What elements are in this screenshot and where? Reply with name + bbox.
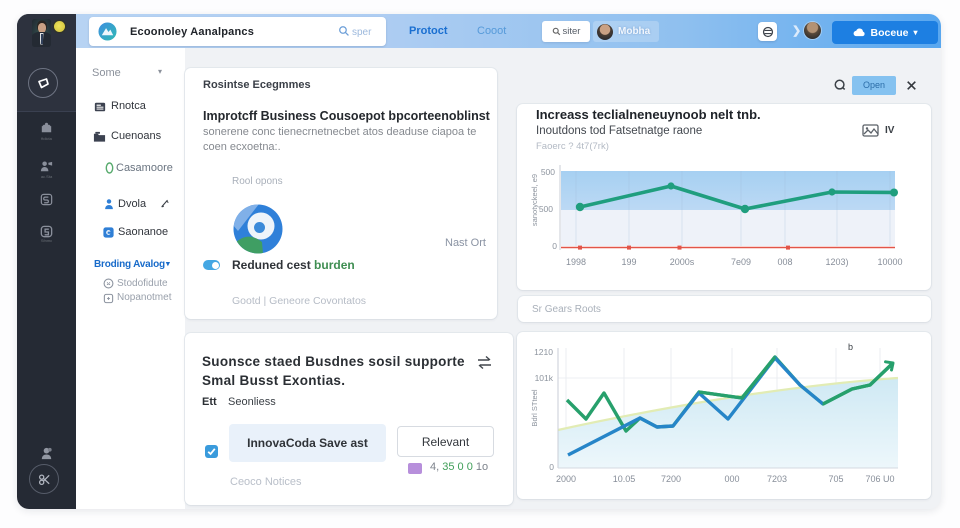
svg-text:500: 500 xyxy=(541,167,555,177)
svg-text:b: b xyxy=(848,342,853,352)
svg-text:000: 000 xyxy=(724,474,739,484)
svg-text:7e09: 7e09 xyxy=(731,257,751,267)
svg-text:705: 705 xyxy=(828,474,843,484)
svg-text:10000: 10000 xyxy=(877,257,902,267)
svg-text:500: 500 xyxy=(539,204,553,214)
svg-text:199: 199 xyxy=(621,257,636,267)
svg-text:0: 0 xyxy=(549,462,554,472)
svg-text:7200: 7200 xyxy=(661,474,681,484)
svg-text:1210: 1210 xyxy=(534,347,553,357)
svg-text:7203: 7203 xyxy=(767,474,787,484)
svg-text:sanotyckeel, e9: sanotyckeel, e9 xyxy=(530,174,539,226)
svg-text:101k: 101k xyxy=(535,373,554,383)
svg-text:2000: 2000 xyxy=(556,474,576,484)
svg-text:706 U0: 706 U0 xyxy=(865,474,894,484)
svg-text:0: 0 xyxy=(552,241,557,251)
svg-text:1998: 1998 xyxy=(566,257,586,267)
svg-text:008: 008 xyxy=(777,257,792,267)
svg-text:2000s: 2000s xyxy=(670,257,695,267)
svg-text:1203): 1203) xyxy=(825,257,848,267)
svg-text:Bdrl STteel: Bdrl STteel xyxy=(530,389,539,426)
svg-text:10.05: 10.05 xyxy=(613,474,636,484)
